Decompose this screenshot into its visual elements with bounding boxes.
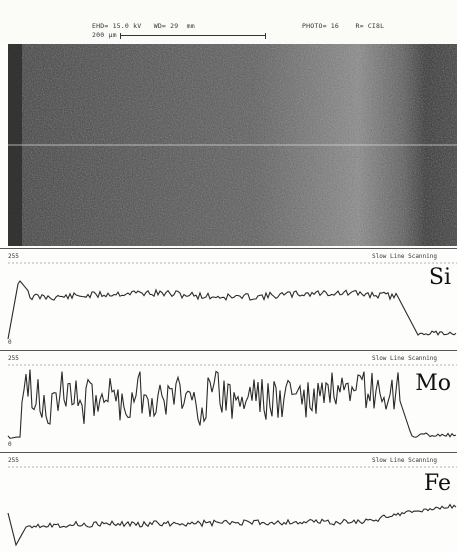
mo-element-label: Mo — [415, 371, 451, 396]
scale-bar — [120, 33, 266, 39]
scale-label: 200 μm — [92, 31, 117, 39]
si-panel: 255 Slow Line Scanning Si 0 — [0, 248, 457, 347]
mo-trace — [7, 364, 457, 439]
fe-top-value: 255 — [8, 457, 19, 464]
mo-panel: 255 Slow Line Scanning Mo 0 — [0, 350, 457, 449]
fe-mode-label: Slow Line Scanning — [371, 457, 437, 464]
si-trace — [7, 262, 457, 340]
sem-parameters: EHD= 15.0 kV WD= 29 mm — [92, 22, 195, 30]
fe-panel: 255 Slow Line Scanning Fe — [0, 452, 457, 553]
fe-trace — [7, 466, 457, 547]
si-bottom-value: 0 — [8, 339, 12, 346]
mo-mode-label: Slow Line Scanning — [371, 355, 437, 362]
si-mode-label: Slow Line Scanning — [371, 253, 437, 260]
mo-bottom-value: 0 — [8, 441, 12, 448]
sem-micrograph — [8, 44, 457, 246]
mo-top-value: 255 — [8, 355, 19, 362]
si-top-value: 255 — [8, 253, 19, 260]
photo-info: PHOTO= 16 R= CI8L — [302, 22, 385, 30]
fe-element-label: Fe — [423, 471, 451, 496]
sem-header: EHD= 15.0 kV WD= 29 mm PHOTO= 16 R= CI8L… — [0, 0, 457, 44]
si-element-label: Si — [428, 265, 451, 290]
